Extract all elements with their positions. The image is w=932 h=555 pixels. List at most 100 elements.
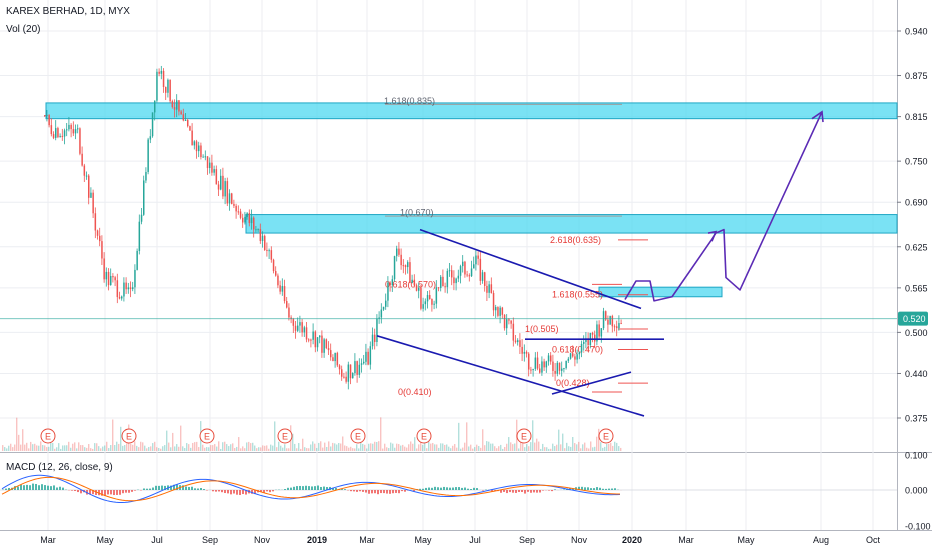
candle-body [103,258,105,279]
volume-bar [512,444,513,451]
macd-histogram-bar [161,486,163,490]
candle-body [301,322,303,332]
volume-bar [442,443,443,451]
volume-bar [148,447,149,451]
volume-bar [410,441,411,451]
volume-bar [124,445,125,451]
volume-bar [466,422,467,451]
volume-bar [560,444,561,451]
volume-bar [464,443,465,451]
candle-body [64,130,66,136]
volume-bar [122,446,123,451]
candle-body [398,249,400,255]
volume-bar [64,445,65,451]
time-tick-label: Mar [359,535,375,545]
macd-histogram-bar [446,487,448,490]
candle-body [422,304,424,309]
candle-body [51,125,53,134]
macd-histogram-bar [110,490,112,494]
macd-histogram-bar [437,487,439,490]
volume-bar [188,444,189,451]
volume-bar [278,442,279,451]
candle-body [246,213,248,217]
earnings-marker-label: E [603,432,609,442]
candle-body [497,307,499,316]
time-tick-label: Nov [571,535,588,545]
candle-body [345,377,347,382]
macd-histogram-bar [554,489,556,490]
candle-body [202,157,204,158]
macd-tick-label: -0.100 [905,522,931,532]
volume-bar [448,447,449,451]
candle-body [579,352,581,354]
candle-body [464,262,466,275]
candle-body [110,276,112,285]
volume-bar [132,445,133,451]
fib-label: 0.618(0.470) [552,345,603,355]
macd-histogram-bar [215,490,217,492]
volume-bar [134,441,135,451]
volume-bar [362,444,363,451]
volume-bar [402,445,403,451]
volume-bar [454,444,455,451]
volume-bar [326,447,327,451]
volume-bar [370,443,371,451]
candle-body [227,181,229,203]
candle-body [337,353,339,365]
macd-histogram-bar [272,490,274,491]
candle-body [614,326,616,327]
candle-body [407,262,409,267]
candle-body [539,369,541,373]
volume-bar [54,449,55,451]
volume-bar [184,448,185,451]
volume-bar [338,443,339,451]
candle-body [207,156,209,168]
candle-body [361,363,363,365]
macd-histogram-bar [602,489,604,490]
volume-bar [72,444,73,451]
candle-body [418,288,420,291]
candle-body [152,112,154,136]
volume-bar [356,444,357,451]
macd-histogram-bar [614,488,616,490]
candle-body [189,126,191,130]
volume-bar [260,447,261,451]
macd-histogram-bar [431,488,433,490]
volume-bar [500,445,501,451]
macd-histogram-bar [365,490,367,493]
macd-histogram-bar [107,490,109,494]
price-tick-label: 0.690 [905,198,928,208]
volume-bar [98,446,99,451]
candle-body [150,136,152,139]
macd-histogram-bar [353,490,355,491]
candle-body [275,271,277,276]
macd-histogram-bar [62,488,64,490]
volume-bar [462,448,463,451]
candle-body [238,211,240,212]
candle-body [242,218,244,223]
candle-body [576,354,578,359]
candle-body [224,181,226,196]
candle-body [257,229,259,230]
volume-bar [546,447,547,451]
macd-histogram-bar [458,487,460,490]
candle-body [112,276,114,277]
volume-bar [482,429,483,451]
candle-body [466,274,468,275]
volume-bar [20,445,21,451]
candle-body [416,285,418,291]
volume-bar [74,442,75,451]
volume-bar [242,446,243,451]
volume-bar [460,449,461,451]
volume-bar [214,444,215,451]
candle-body [178,100,180,111]
macd-histogram-bar [473,488,475,490]
candle-body [499,308,501,316]
candle-body [145,172,147,181]
volume-bar [76,448,77,451]
candle-body [117,280,119,297]
macd-histogram-bar [122,490,124,493]
macd-legend: MACD (12, 26, close, 9) [6,462,113,473]
candle-body [570,353,572,358]
